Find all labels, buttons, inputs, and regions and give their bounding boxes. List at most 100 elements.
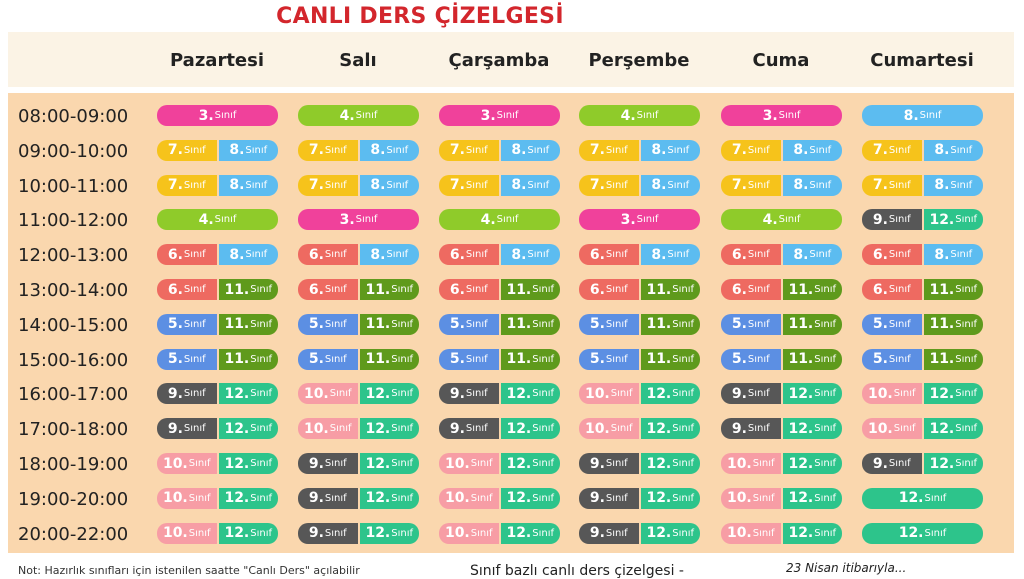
class-suffix: Sınıf [955, 458, 978, 469]
class-badge-8: 8. Sınıf [500, 244, 560, 266]
schedule-cell: 9. Sınıf 12. Sınıf [298, 487, 419, 509]
class-grade: 8. [651, 142, 667, 159]
class-grade: 7. [589, 177, 605, 194]
footer-date: 23 Nisan itibarıyla... [786, 561, 907, 575]
class-badge-11: 11. Sınıf [359, 279, 419, 300]
class-grade: 9. [589, 490, 605, 507]
class-badge-6: 6. Sınıf [157, 279, 217, 300]
class-suffix: Sınıf [465, 249, 488, 261]
schedule-cell: 5. Sınıf 11. Sınıf [439, 348, 560, 370]
schedule-row: 09:00-10:00 7. Sınıf 8. Sınıf 7. Sınıf 8. Sınıf 7… [8, 135, 1014, 170]
class-badge-5: 5. Sınıf [298, 348, 358, 370]
schedule-cell: 12. Sınıf [862, 522, 983, 544]
class-grade: 10. [867, 420, 893, 437]
class-badge-6: 6. Sınıf [862, 279, 922, 300]
class-suffix: Sınıf [955, 353, 978, 365]
class-suffix: Sınıf [532, 492, 555, 504]
class-badge-7: 7. Sınıf [862, 139, 922, 161]
class-grade: 10. [726, 455, 752, 472]
class-badge-12: 12. Sınıf [218, 487, 278, 509]
class-grade: 5. [308, 351, 324, 368]
class-badge-12: 12. Sınıf [218, 418, 278, 440]
class-grade: 5. [872, 316, 888, 333]
class-suffix: Sınıf [888, 144, 911, 156]
class-badge-5: 5. Sınıf [721, 313, 781, 335]
class-grade: 9. [308, 455, 324, 472]
day-header: Çarşamba [448, 50, 550, 71]
class-badge-9: 9. Sınıf [298, 453, 358, 474]
schedule-cell: 10. Sınıf 12. Sınıf [721, 522, 842, 544]
schedule-cell: 10. Sınıf 12. Sınıf [298, 418, 419, 440]
schedule-cell: 10. Sınıf 12. Sınıf [721, 453, 842, 474]
class-suffix: Sınıf [955, 388, 978, 400]
schedule-row: 15:00-16:00 5. Sınıf 11. Sınıf 5. Sınıf 11. Sını… [8, 344, 1014, 379]
class-suffix: Sınıf [747, 423, 770, 435]
class-badge-9: 9. Sınıf [439, 383, 499, 405]
class-grade: 10. [162, 455, 188, 472]
class-suffix: Sınıf [465, 353, 488, 365]
class-grade: 12. [788, 455, 814, 472]
class-suffix: Sınıf [605, 458, 628, 469]
class-suffix: Sınıf [324, 179, 347, 191]
class-suffix: Sınıf [470, 492, 493, 504]
class-suffix: Sınıf [324, 353, 347, 365]
class-badge-6: 6. Sınıf [439, 279, 499, 300]
class-badge-9: 9. Sınıf [721, 418, 781, 440]
class-suffix: Sınıf [605, 284, 628, 295]
schedule-cell: 9. Sınıf 12. Sınıf [579, 522, 700, 544]
class-grade: 7. [167, 177, 183, 194]
class-grade: 8. [793, 246, 809, 263]
schedule-cell: 10. Sınıf 12. Sınıf [579, 418, 700, 440]
class-grade: 7. [308, 142, 324, 159]
class-grade: 5. [731, 316, 747, 333]
class-badge-12: 12. Sınıf [640, 453, 700, 474]
class-badge-11: 11. Sınıf [782, 313, 842, 335]
class-suffix: Sınıf [527, 144, 550, 156]
class-suffix: Sınıf [919, 110, 942, 121]
class-badge-12: 12. Sınıf [862, 522, 983, 544]
class-badge-10: 10. Sınıf [579, 418, 639, 440]
class-grade: 12. [929, 211, 955, 228]
schedule-cell: 5. Sınıf 11. Sınıf [721, 313, 842, 335]
class-grade: 7. [731, 142, 747, 159]
schedule-cell: 7. Sınıf 8. Sınıf [298, 174, 419, 196]
class-suffix: Sınıf [605, 492, 628, 504]
time-slot-label: 14:00-15:00 [18, 314, 129, 336]
schedule-row: 13:00-14:00 6. Sınıf 11. Sınıf 6. Sınıf 11. Sını… [8, 274, 1014, 309]
class-badge-7: 7. Sınıf [157, 174, 217, 196]
class-suffix: Sınıf [893, 423, 916, 435]
time-slot-label: 08:00-09:00 [18, 106, 129, 127]
class-suffix: Sınıf [329, 388, 352, 400]
class-grade: 6. [589, 281, 605, 298]
class-badge-8: 8. Sınıf [862, 105, 983, 126]
class-suffix: Sınıf [183, 249, 206, 261]
class-grade: 10. [444, 455, 470, 472]
class-grade: 11. [646, 351, 672, 368]
schedule-cell: 7. Sınıf 8. Sınıf [579, 174, 700, 196]
class-suffix: Sınıf [470, 458, 493, 469]
class-badge-4: 4. Sınıf [439, 209, 560, 231]
class-grade: 12. [788, 385, 814, 402]
class-grade: 10. [584, 420, 610, 437]
class-badge-8: 8. Sınıf [218, 244, 278, 266]
class-grade: 11. [365, 281, 391, 298]
schedule-cell: 5. Sınıf 11. Sınıf [579, 313, 700, 335]
class-suffix: Sınıf [667, 179, 690, 191]
class-suffix: Sınıf [183, 144, 206, 156]
class-grade: 8. [793, 177, 809, 194]
schedule-cell: 9. Sınıf 12. Sınıf [721, 418, 842, 440]
class-suffix: Sınıf [814, 353, 837, 365]
class-suffix: Sınıf [672, 527, 695, 539]
class-badge-6: 6. Sınıf [862, 244, 922, 266]
class-badge-7: 7. Sınıf [298, 174, 358, 196]
class-badge-4: 4. Sınıf [157, 209, 278, 231]
class-suffix: Sınıf [672, 492, 695, 504]
class-grade: 12. [365, 455, 391, 472]
class-grade: 9. [589, 525, 605, 542]
class-suffix: Sınıf [747, 284, 770, 295]
class-grade: 12. [506, 420, 532, 437]
schedule-cell: 10. Sınıf 12. Sınıf [157, 522, 278, 544]
class-badge-11: 11. Sınıf [782, 279, 842, 300]
class-grade: 12. [646, 385, 672, 402]
class-badge-10: 10. Sınıf [157, 487, 217, 509]
